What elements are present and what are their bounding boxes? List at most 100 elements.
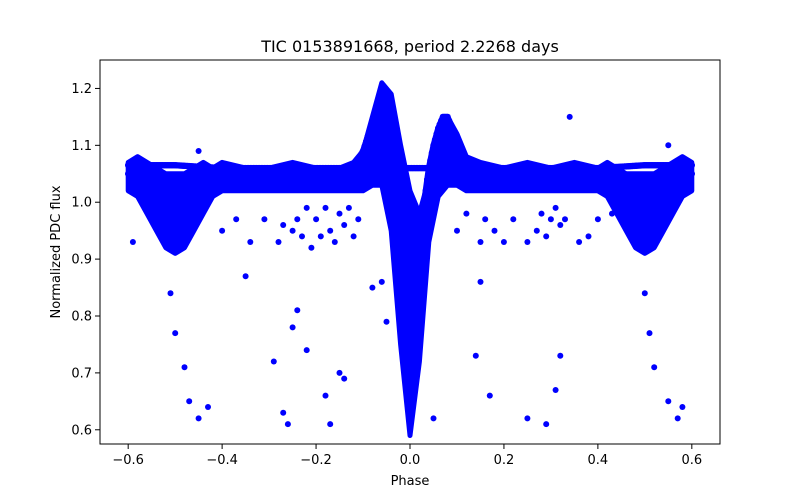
outlier-point bbox=[491, 227, 498, 234]
outlier-point bbox=[341, 375, 348, 382]
outlier-point bbox=[322, 392, 329, 399]
outlier-point bbox=[585, 233, 592, 240]
x-tick-label: 0.4 bbox=[588, 453, 609, 468]
band-point bbox=[413, 246, 420, 253]
band-point bbox=[419, 208, 426, 215]
chart-title: TIC 0153891668, period 2.2268 days bbox=[260, 37, 559, 56]
band-point bbox=[392, 159, 400, 166]
band-point bbox=[430, 142, 437, 149]
band-point bbox=[380, 177, 387, 184]
outlier-point bbox=[186, 398, 193, 405]
outlier-point bbox=[562, 216, 568, 223]
outlier-point bbox=[454, 227, 460, 234]
outlier-point bbox=[557, 352, 564, 359]
x-tick-label: −0.2 bbox=[300, 453, 332, 468]
band-point bbox=[383, 190, 390, 197]
y-tick-label: 0.6 bbox=[71, 423, 92, 438]
outlier-point bbox=[547, 216, 554, 223]
band-point bbox=[361, 143, 368, 150]
outlier-point bbox=[313, 216, 320, 223]
band-point bbox=[433, 130, 440, 138]
band-point bbox=[427, 204, 434, 212]
outlier-point bbox=[129, 239, 136, 245]
band-point bbox=[416, 227, 423, 234]
x-axis-label: Phase bbox=[391, 474, 430, 489]
outlier-point bbox=[341, 222, 348, 228]
band-point bbox=[369, 119, 376, 126]
outlier-point bbox=[566, 113, 573, 120]
band-point bbox=[688, 162, 695, 169]
outlier-point bbox=[289, 324, 296, 331]
outlier-point bbox=[609, 210, 615, 217]
band-point bbox=[366, 128, 373, 136]
outlier-point bbox=[275, 239, 282, 245]
band-point bbox=[424, 176, 431, 183]
y-axis: 0.6 0.7 0.8 0.9 1.0 1.1 1.2 bbox=[71, 82, 100, 438]
band-point bbox=[424, 229, 431, 236]
x-tick-label: 0.0 bbox=[400, 453, 421, 468]
band-point bbox=[388, 119, 395, 126]
y-tick-label: 1.0 bbox=[71, 196, 92, 211]
band-point bbox=[400, 233, 407, 240]
outlier-point bbox=[345, 204, 352, 211]
outlier-point bbox=[674, 415, 681, 422]
band-point bbox=[403, 381, 411, 388]
outlier-point bbox=[524, 239, 531, 245]
outlier-point bbox=[557, 222, 564, 228]
y-tick-label: 0.8 bbox=[71, 310, 92, 325]
band-point bbox=[378, 170, 385, 177]
band-point bbox=[384, 197, 392, 204]
band-point bbox=[414, 339, 421, 346]
x-tick-label: −0.6 bbox=[112, 453, 144, 468]
band-point bbox=[389, 132, 396, 140]
outlier-point bbox=[383, 318, 390, 325]
outlier-point bbox=[322, 204, 329, 211]
outlier-point bbox=[148, 199, 155, 206]
outlier-point bbox=[195, 148, 202, 154]
outlier-point bbox=[378, 278, 385, 285]
band-point bbox=[428, 199, 436, 206]
y-tick-label: 0.9 bbox=[71, 253, 92, 268]
outlier-point bbox=[543, 421, 550, 428]
band-point bbox=[428, 149, 436, 157]
y-tick-label: 1.2 bbox=[71, 82, 92, 97]
outlier-point bbox=[195, 415, 202, 422]
band-point bbox=[402, 364, 409, 371]
outlier-point bbox=[463, 210, 470, 217]
x-tick-label: 0.6 bbox=[681, 453, 702, 468]
outlier-point bbox=[280, 409, 287, 416]
outlier-point bbox=[524, 415, 531, 422]
outlier-point bbox=[651, 364, 658, 371]
outlier-point bbox=[294, 216, 301, 223]
series-outliers bbox=[129, 113, 686, 428]
outlier-point bbox=[327, 421, 334, 428]
outlier-point bbox=[247, 239, 254, 245]
outlier-point bbox=[261, 216, 268, 223]
outlier-point bbox=[299, 233, 305, 240]
outlier-point bbox=[430, 415, 437, 422]
band-point bbox=[400, 346, 407, 354]
y-tick-label: 1.1 bbox=[71, 139, 92, 154]
outlier-point bbox=[594, 216, 601, 223]
band-point bbox=[419, 286, 426, 293]
band-point bbox=[406, 415, 414, 422]
band-point bbox=[431, 136, 439, 143]
band-point bbox=[391, 145, 398, 153]
band-point bbox=[372, 108, 379, 115]
outlier-point bbox=[181, 364, 188, 371]
band-point bbox=[384, 104, 392, 111]
band-point bbox=[383, 96, 390, 104]
band-point bbox=[399, 221, 406, 229]
band-point bbox=[414, 236, 421, 244]
outlier-point bbox=[167, 290, 174, 297]
band-point bbox=[391, 244, 398, 251]
band-point bbox=[409, 384, 417, 392]
outlier-point bbox=[576, 239, 583, 245]
band-point bbox=[395, 295, 403, 303]
series-main-band bbox=[125, 170, 695, 422]
outlier-point bbox=[294, 307, 301, 314]
band-point bbox=[450, 130, 457, 138]
outlier-point bbox=[533, 227, 540, 234]
x-axis: −0.6 −0.4 −0.2 0.0 0.2 0.4 0.6 bbox=[112, 444, 702, 468]
